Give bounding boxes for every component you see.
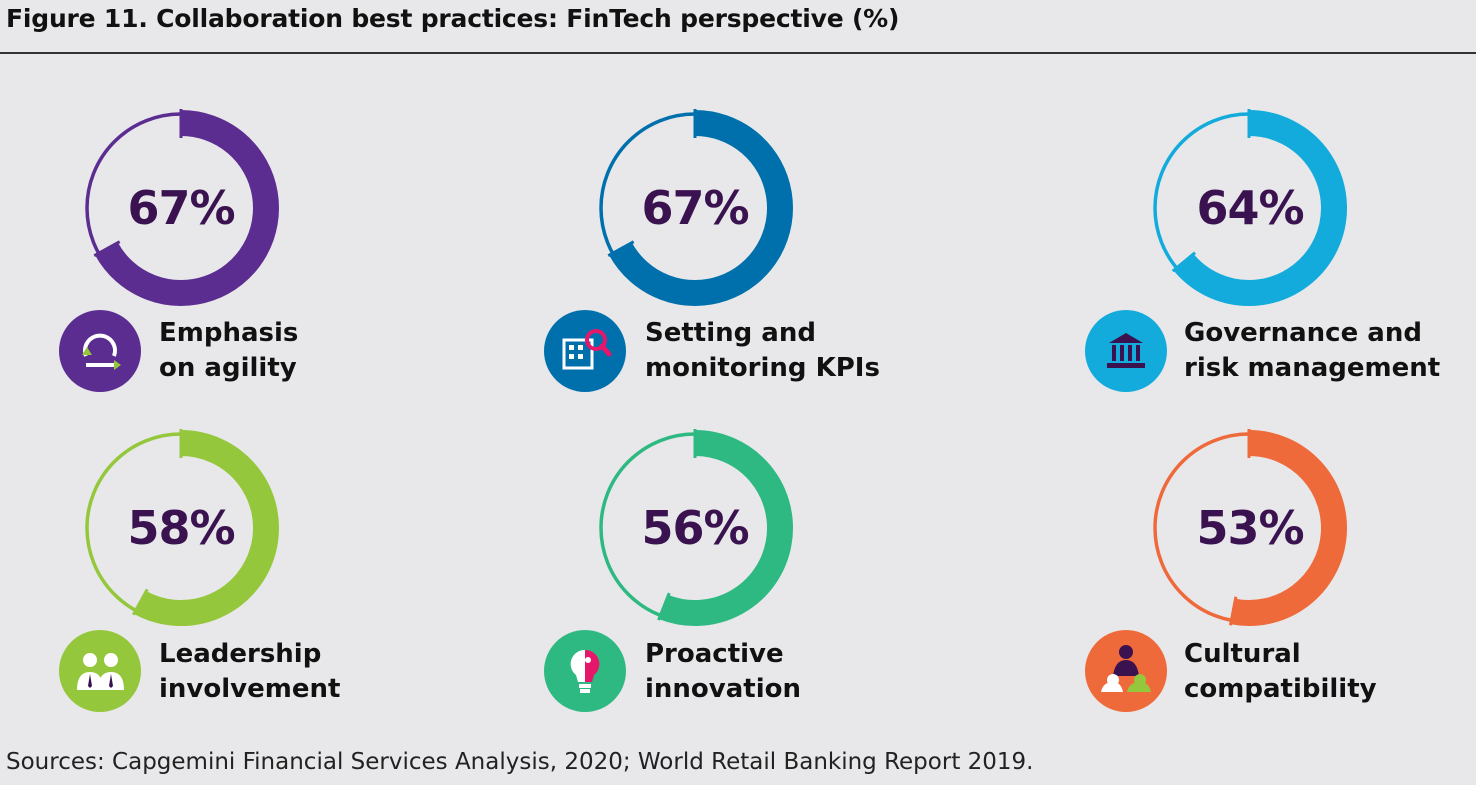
- metric-card-innovation: 56% Proactive innovation: [534, 360, 974, 712]
- donut-arc-edge: [93, 240, 121, 258]
- donut-arc-edge: [1228, 596, 1238, 626]
- people-group-icon: [1085, 630, 1167, 712]
- metric-label-kpis: Setting and monitoring KPIs: [645, 318, 880, 383]
- donut-value-arc: [133, 430, 279, 626]
- metric-label-governance: Governance and risk management: [1184, 318, 1441, 383]
- donut-chart-governance: [1153, 109, 1347, 306]
- metric-card-leadership: 58% Leadership involvement: [20, 360, 460, 712]
- metric-label-agility: Emphasis on agility: [159, 318, 299, 383]
- donut-value-arc: [1173, 110, 1347, 306]
- donut-arc-edge: [131, 588, 149, 616]
- metric-card-agility: 67% Emphasis on agility: [20, 40, 460, 392]
- donut-chart-kpis: [599, 109, 793, 306]
- percent-label-culture: 53%: [1196, 501, 1304, 555]
- percent-label-innovation: 56%: [641, 501, 749, 555]
- metric-card-kpis: 67% Setting and monitoring KPIs: [534, 40, 974, 392]
- figure-title: Figure 11. Collaboration best practices:…: [6, 4, 900, 33]
- leaders-icon: [59, 630, 141, 712]
- donut-value-arc: [1230, 430, 1347, 626]
- metric-card-culture: 53% Cultural compatibility: [1085, 360, 1476, 712]
- metric-label-culture: Cultural compatibility: [1184, 639, 1377, 704]
- percent-label-kpis: 67%: [641, 181, 749, 235]
- percent-label-leadership: 58%: [127, 501, 235, 555]
- title-divider: [0, 52, 1476, 54]
- donut-chart-agility: [85, 109, 279, 306]
- source-note: Sources: Capgemini Financial Services An…: [6, 749, 1034, 775]
- donut-chart-leadership: [85, 429, 279, 626]
- donut-value-arc: [609, 110, 793, 306]
- bank-building-icon: [1085, 310, 1167, 392]
- donut-arc-edge: [657, 592, 671, 621]
- metric-label-leadership: Leadership involvement: [159, 639, 341, 704]
- metric-card-governance: 64% Governance and risk management: [1085, 40, 1476, 392]
- donut-chart-culture: [1153, 429, 1347, 626]
- percent-label-governance: 64%: [1196, 181, 1304, 235]
- metric-label-innovation: Proactive innovation: [645, 639, 801, 704]
- donut-chart-innovation: [599, 429, 793, 626]
- percent-label-agility: 67%: [127, 181, 235, 235]
- kpi-magnifier-icon: [544, 310, 626, 392]
- donut-value-arc: [658, 430, 793, 626]
- agility-cycle-icon: [59, 310, 141, 392]
- donut-value-arc: [95, 110, 279, 306]
- donut-arc-edge: [1171, 251, 1197, 273]
- lightbulb-icon: [544, 630, 626, 712]
- donut-arc-edge: [607, 240, 635, 258]
